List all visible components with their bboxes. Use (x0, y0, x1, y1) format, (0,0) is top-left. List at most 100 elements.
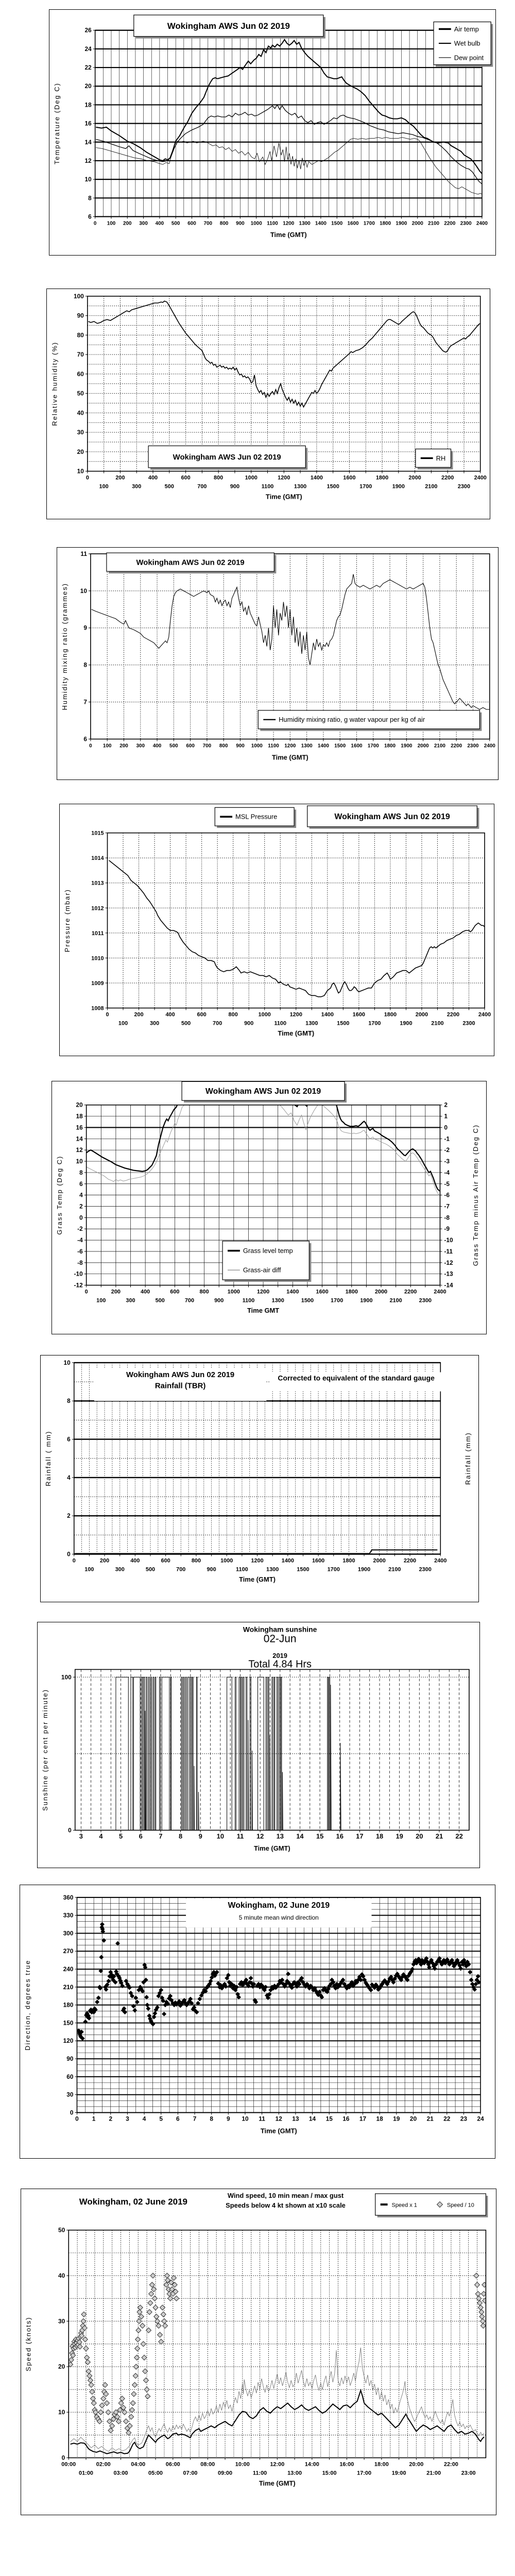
svg-text:1500: 1500 (334, 743, 346, 749)
svg-text:0: 0 (85, 1289, 88, 1295)
svg-text:3: 3 (79, 1832, 83, 1840)
svg-text:1: 1 (92, 2115, 96, 2122)
svg-text:0: 0 (75, 2115, 79, 2122)
svg-text:6: 6 (67, 1436, 71, 1443)
svg-text:400: 400 (148, 475, 158, 481)
svg-text:600: 600 (187, 221, 196, 226)
svg-text:210: 210 (63, 1984, 74, 1991)
svg-text:120: 120 (63, 2037, 74, 2044)
svg-text:700: 700 (197, 483, 207, 489)
svg-text:1700: 1700 (359, 483, 372, 489)
svg-text:4: 4 (143, 2115, 146, 2122)
svg-text:500: 500 (146, 1566, 155, 1572)
svg-text:7: 7 (83, 699, 87, 706)
svg-text:0: 0 (86, 475, 89, 481)
svg-text:10: 10 (76, 1158, 83, 1165)
svg-text:Grass-air diff: Grass-air diff (243, 1266, 281, 1274)
svg-text:Time (GMT): Time (GMT) (261, 2127, 297, 2134)
svg-text:300: 300 (115, 1566, 125, 1572)
svg-text:1700: 1700 (364, 221, 375, 226)
svg-text:Total 4.84 Hrs: Total 4.84 Hrs (248, 1659, 312, 1670)
svg-text:270: 270 (63, 1947, 74, 1955)
svg-text:1: 1 (444, 1113, 448, 1120)
svg-text:1000: 1000 (220, 1557, 233, 1564)
svg-text:1600: 1600 (351, 743, 363, 749)
svg-text:Time (GMT): Time (GMT) (278, 1029, 314, 1037)
svg-text:100: 100 (96, 1297, 106, 1303)
svg-text:400: 400 (153, 743, 162, 749)
svg-text:20:00: 20:00 (409, 2461, 423, 2467)
svg-text:11:00: 11:00 (253, 2470, 267, 2476)
svg-text:2200: 2200 (404, 1289, 417, 1295)
svg-text:1700: 1700 (328, 1566, 340, 1572)
svg-text:900: 900 (236, 743, 245, 749)
svg-text:Humidity mixing ratio (grammes: Humidity mixing ratio (grammes) (61, 583, 68, 710)
svg-text:1012: 1012 (91, 905, 104, 911)
svg-text:900: 900 (230, 483, 239, 489)
svg-text:12:00: 12:00 (270, 2461, 284, 2467)
svg-text:Air temp: Air temp (454, 25, 479, 33)
svg-text:23:00: 23:00 (461, 2470, 476, 2476)
chart-grass-temperature-panel: 0 100 200 300 400 500 600 700 800 900 1000 1100 1200… (52, 1081, 487, 1334)
svg-text:2: 2 (79, 1202, 83, 1210)
svg-text:13: 13 (292, 2115, 299, 2122)
svg-text:1900: 1900 (392, 483, 405, 489)
svg-text:0: 0 (68, 1826, 72, 1834)
svg-text:14: 14 (309, 2115, 316, 2122)
svg-text:-8: -8 (444, 1214, 450, 1221)
svg-text:1100: 1100 (267, 221, 278, 226)
svg-text:0: 0 (67, 1551, 71, 1558)
svg-text:7: 7 (193, 2115, 197, 2122)
chart-wind-speed-panel: 00:00 01:00 02:00 03:00 04:00 05:00 06:00 07:00… (21, 2189, 496, 2515)
svg-text:12: 12 (276, 2115, 283, 2122)
svg-text:700: 700 (203, 743, 212, 749)
svg-text:07:00: 07:00 (183, 2470, 198, 2476)
svg-text:1000: 1000 (259, 1011, 271, 1018)
svg-text:1600: 1600 (316, 1289, 328, 1295)
svg-text:800: 800 (192, 1557, 201, 1564)
svg-text:1900: 1900 (396, 221, 407, 226)
svg-text:1400: 1400 (321, 1011, 334, 1018)
svg-text:1500: 1500 (301, 1297, 314, 1303)
svg-text:-12: -12 (74, 1282, 83, 1289)
svg-text:Time (GMT): Time (GMT) (272, 753, 308, 761)
svg-text:2400: 2400 (478, 1011, 491, 1018)
svg-text:17: 17 (356, 1832, 363, 1840)
svg-text:03:00: 03:00 (114, 2470, 128, 2476)
svg-text:24: 24 (84, 45, 92, 53)
svg-text:800: 800 (199, 1289, 209, 1295)
svg-text:1009: 1009 (91, 980, 104, 987)
svg-text:1500: 1500 (297, 1566, 309, 1572)
wind-direction-canvas: 0 1 2 3 4 5 6 7 8 9 10 11 12 13 14 15 16 17 18 19 20 21 22 23 24… (24, 1894, 484, 2134)
svg-text:-10: -10 (74, 1270, 83, 1278)
svg-text:21: 21 (426, 2115, 434, 2122)
svg-text:16: 16 (84, 120, 92, 127)
svg-text:22: 22 (443, 2115, 451, 2122)
svg-text:Wokingham AWS Jun 02 2019: Wokingham AWS Jun 02 2019 (136, 558, 245, 567)
svg-text:18: 18 (376, 2115, 384, 2122)
svg-text:2000: 2000 (408, 475, 421, 481)
svg-text:Time (GMT): Time (GMT) (270, 231, 307, 239)
svg-text:Wokingham AWS Jun 02 2019: Wokingham AWS Jun 02 2019 (167, 21, 290, 31)
svg-text:1200: 1200 (283, 221, 295, 226)
svg-text:1600: 1600 (343, 475, 355, 481)
relative-humidity-canvas: 0 100 200 300 400 500 600 700 800 900 1000 1100 1200… (50, 293, 487, 500)
svg-text:6: 6 (83, 735, 87, 742)
svg-text:60: 60 (66, 2073, 74, 2080)
svg-text:2: 2 (444, 1101, 448, 1109)
svg-text:4: 4 (99, 1832, 103, 1840)
svg-text:13: 13 (277, 1832, 284, 1840)
svg-text:10: 10 (64, 1359, 71, 1366)
svg-text:16:00: 16:00 (339, 2461, 354, 2467)
svg-text:Relative humidity (%): Relative humidity (%) (50, 342, 58, 426)
svg-text:1300: 1300 (266, 1566, 279, 1572)
svg-text:80: 80 (77, 331, 84, 338)
svg-text:1200: 1200 (284, 743, 296, 749)
svg-text:500: 500 (156, 1297, 165, 1303)
svg-text:Rainfall ( mm): Rainfall ( mm) (44, 1431, 52, 1486)
svg-text:22:00: 22:00 (444, 2461, 458, 2467)
svg-text:1000: 1000 (251, 221, 263, 226)
svg-text:Wokingham, 02 June 2019: Wokingham, 02 June 2019 (79, 2197, 187, 2207)
svg-text:1500: 1500 (337, 1020, 349, 1026)
